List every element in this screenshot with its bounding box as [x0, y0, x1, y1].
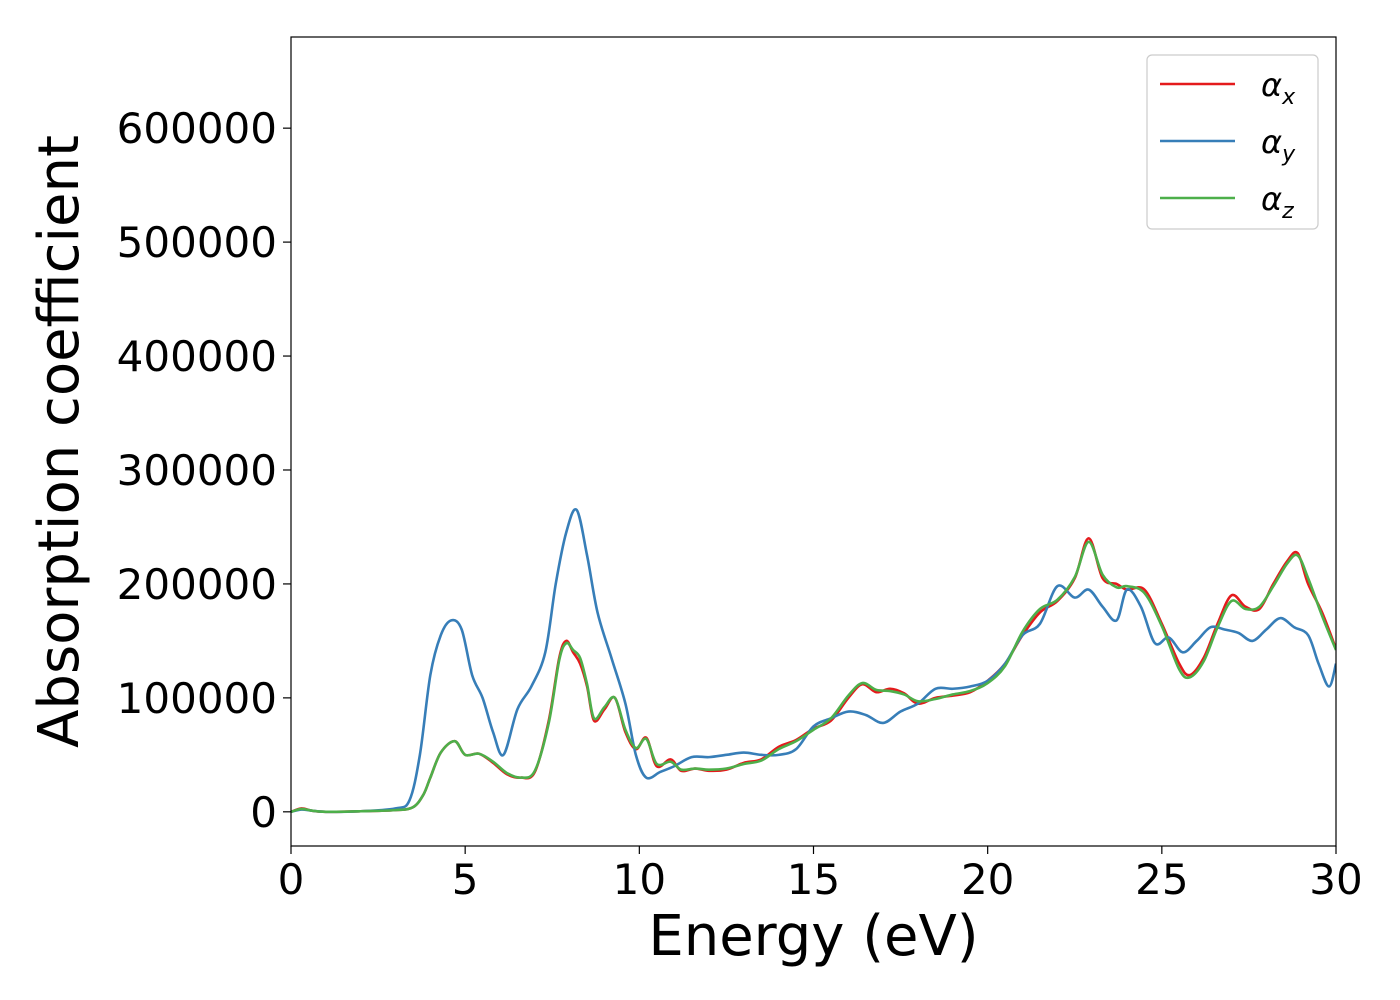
legend: αx αy αz	[1146, 54, 1319, 230]
x-tick-label: 15	[787, 855, 840, 904]
y-tick-label: 100000	[117, 674, 277, 723]
y-tick-label: 0	[250, 788, 277, 837]
y-tick-label: 300000	[117, 446, 277, 495]
x-tick-label: 25	[1135, 855, 1188, 904]
x-tick-label: 30	[1309, 855, 1362, 904]
y-tick-label: 400000	[117, 332, 277, 381]
x-tick-label: 10	[613, 855, 666, 904]
legend-label-x: αx	[1261, 66, 1296, 110]
series-line-z	[291, 540, 1336, 814]
x-tick-label: 5	[452, 855, 479, 904]
x-axis-title: Energy (eV)	[648, 904, 978, 969]
y-tick-label: 500000	[117, 218, 277, 267]
y-tick-label: 200000	[117, 560, 277, 609]
x-tick-label: 20	[961, 855, 1014, 904]
x-axis-ticks: 0 5 10 15 20 25 30	[278, 846, 1363, 904]
legend-label-z: αz	[1261, 180, 1294, 224]
y-tick-label: 600000	[117, 104, 277, 153]
x-tick-label: 0	[278, 855, 305, 904]
series-line-y	[291, 507, 1336, 814]
y-axis-ticks: 0 100000 200000 300000 400000 500000 600000	[117, 104, 291, 837]
series-lines	[291, 507, 1336, 814]
y-axis-title: Absorption coefficient	[27, 135, 92, 748]
legend-label-y: αy	[1261, 123, 1296, 167]
